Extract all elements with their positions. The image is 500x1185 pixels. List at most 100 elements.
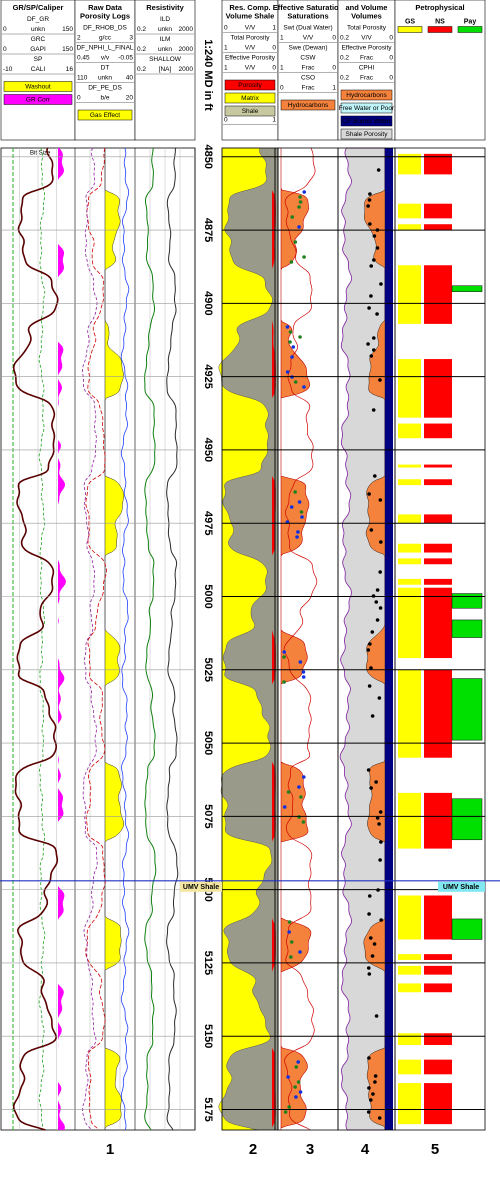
track4-dot — [375, 588, 380, 592]
legend-label: Shale Porosity — [346, 131, 389, 138]
ns-flag — [424, 895, 452, 940]
legend-swatch — [280, 99, 336, 111]
track3-dot — [293, 490, 297, 494]
track-number: 1 — [106, 1141, 114, 1158]
depth-label: 5050 — [202, 731, 214, 755]
track4-dot — [375, 246, 380, 250]
header-scale: -10 — [3, 66, 13, 73]
header-box — [0, 0, 76, 141]
header-scale: 0 — [224, 117, 228, 124]
header-curve-name: SP — [34, 56, 43, 63]
pay-flag — [451, 918, 483, 940]
gs-flag — [398, 792, 421, 849]
legend-swatch — [340, 102, 393, 114]
track4-dot — [379, 282, 383, 286]
header-scale: V/V — [245, 25, 256, 32]
legend-swatch — [340, 128, 393, 140]
header-curve-name: Effective Porosity — [225, 55, 276, 62]
legend-swatch — [427, 26, 453, 33]
header-scale: V/V — [245, 45, 256, 52]
track4-dot — [367, 1056, 371, 1060]
header-title: Effective Saturation — [273, 3, 344, 12]
gs-flag — [398, 423, 421, 439]
track4-dot — [367, 306, 371, 310]
track2-porosity — [272, 148, 276, 1130]
track4-dot — [366, 966, 371, 970]
track4-dot — [368, 222, 372, 226]
header-scale: Frac — [360, 55, 374, 62]
ns-flag — [424, 464, 452, 468]
depth-label: 4850 — [202, 145, 214, 169]
header-scale: Frac — [302, 65, 316, 72]
track3-dot — [289, 505, 294, 509]
depth-label: 5000 — [202, 584, 214, 608]
track3-dot — [302, 255, 306, 259]
track4-dot — [375, 312, 379, 316]
ns-flag — [424, 1059, 452, 1075]
depth-label: 4900 — [202, 291, 214, 315]
ns-flag — [424, 423, 452, 439]
track3-dot — [296, 1060, 300, 1064]
header-scale: 0 — [77, 95, 81, 102]
header-scale: 0 — [224, 25, 228, 32]
gs-flag — [398, 669, 421, 758]
header-scale: 1 — [280, 65, 284, 72]
ns-flag — [424, 224, 452, 231]
track4-dot — [378, 378, 382, 382]
header-scale: 0 — [332, 35, 336, 42]
header-curve-name: CSO — [301, 75, 315, 82]
gs-flag — [398, 543, 421, 553]
header-scale: 2000 — [179, 46, 194, 53]
gs-flag — [398, 1083, 421, 1125]
track4-dot — [371, 348, 376, 352]
header-scale: Frac — [302, 85, 316, 92]
ns-flag — [424, 153, 452, 175]
legend-label: Shale — [242, 108, 259, 115]
header-box — [394, 0, 486, 141]
bit-size-label: Bit Size — [30, 151, 51, 157]
track3-dot — [293, 380, 298, 384]
track4-dot — [369, 528, 374, 532]
track4-dot — [368, 192, 372, 196]
track3-dot — [293, 240, 298, 244]
header-scale: 16 — [66, 66, 74, 73]
track-number: 3 — [306, 1141, 314, 1158]
legend-label: Hydrocarbons — [288, 102, 329, 109]
legend-label: NS — [435, 18, 445, 25]
track3-dot — [298, 950, 302, 954]
track3-dot — [293, 1085, 297, 1089]
track4-dot — [368, 936, 373, 940]
header-scale: 0 — [389, 75, 393, 82]
depth-label: 5175 — [202, 1097, 214, 1121]
track-frame — [394, 147, 486, 1131]
track3-dot — [285, 370, 290, 374]
track3-dot — [295, 535, 299, 539]
header-curve-name: Total Porosity — [230, 35, 270, 42]
header-scale: 0 — [280, 85, 284, 92]
header-scale: V/V — [303, 35, 314, 42]
track4-dot — [375, 618, 380, 622]
track3-dot — [287, 920, 292, 924]
depth-label: 4925 — [202, 364, 214, 388]
header-curve-name: Effective Porosity — [341, 45, 392, 52]
marker-label: UMV Shale — [443, 884, 479, 891]
header-curve-name: DF_GR — [27, 16, 49, 23]
left-panel — [0, 147, 196, 1131]
track3-dot — [297, 815, 301, 819]
header-title: Resistivity — [146, 3, 184, 12]
track3-dot — [297, 225, 301, 229]
header-box — [134, 0, 196, 141]
header-scale: [NA] — [159, 66, 172, 73]
gs-flag — [398, 578, 421, 585]
ns-flag — [424, 587, 452, 659]
header-title: Raw Data — [88, 3, 123, 12]
track4-dot — [367, 684, 372, 688]
header-curve-name: GRC — [31, 36, 46, 43]
ns-flag — [424, 203, 452, 219]
track3-dot — [297, 205, 301, 209]
track3-dot — [290, 215, 295, 219]
pay-flag — [451, 798, 483, 841]
header-curve-name: DT — [101, 65, 110, 72]
track3-dot — [298, 200, 303, 204]
